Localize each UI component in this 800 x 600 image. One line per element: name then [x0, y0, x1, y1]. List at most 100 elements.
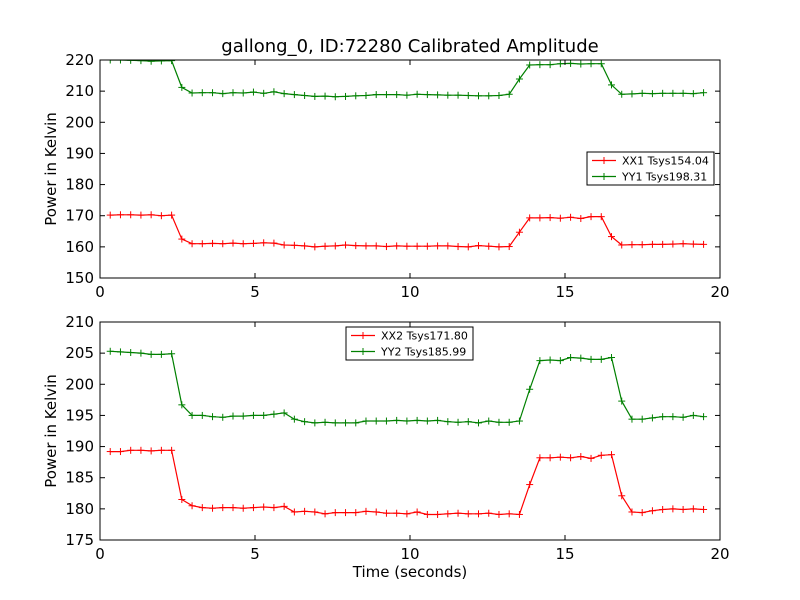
data-point	[495, 510, 503, 518]
data-point	[495, 418, 503, 426]
data-point	[423, 510, 431, 518]
data-point	[546, 214, 554, 222]
data-point	[526, 481, 534, 489]
data-point	[209, 89, 217, 97]
data-point	[679, 505, 687, 513]
data-point	[301, 242, 309, 250]
data-point	[567, 454, 575, 462]
x-tick-label: 0	[95, 283, 105, 301]
data-point	[342, 92, 350, 100]
data-point	[382, 509, 390, 517]
y-tick-label: 200	[65, 375, 94, 393]
legend-box	[586, 151, 715, 186]
data-point	[475, 242, 483, 250]
data-point	[413, 416, 421, 424]
data-point	[454, 418, 462, 426]
data-point	[679, 240, 687, 248]
data-point	[127, 211, 135, 219]
data-point	[260, 503, 268, 511]
data-point	[444, 242, 452, 250]
data-point	[669, 89, 677, 97]
data-point	[219, 504, 227, 512]
data-point	[372, 417, 380, 425]
data-point	[536, 357, 544, 365]
data-point	[546, 454, 554, 462]
data-point	[526, 385, 534, 393]
y-tick-label: 180	[65, 500, 94, 518]
data-point	[608, 354, 615, 362]
series-red	[106, 446, 708, 518]
data-point	[454, 243, 462, 251]
data-point	[505, 243, 513, 251]
x-tick-label: 5	[250, 545, 260, 563]
data-point	[464, 510, 472, 518]
legend-label: YY2 Tsys185.99	[380, 346, 466, 359]
data-point	[434, 91, 442, 99]
data-point	[342, 241, 350, 249]
data-point	[526, 214, 534, 222]
x-tick-label: 10	[400, 545, 419, 563]
data-point	[239, 89, 247, 97]
data-point	[147, 350, 155, 358]
data-point	[280, 90, 288, 98]
data-point	[689, 90, 697, 98]
data-point	[219, 413, 227, 421]
data-point	[209, 504, 217, 512]
data-point	[331, 419, 339, 427]
data-point	[301, 92, 309, 100]
x-tick-label: 15	[555, 545, 574, 563]
y-tick-label: 190	[65, 144, 94, 162]
x-tick-label: 0	[95, 545, 105, 563]
data-point	[495, 92, 503, 100]
data-point	[577, 453, 585, 461]
data-point	[679, 89, 687, 97]
series-green	[106, 60, 708, 101]
data-point	[178, 496, 186, 504]
data-point	[209, 413, 217, 421]
data-point	[342, 419, 350, 427]
data-point	[116, 448, 124, 456]
data-point	[515, 75, 523, 83]
data-point	[106, 448, 114, 456]
data-point	[178, 83, 186, 91]
legend: XX2 Tsys171.80 YY2 Tsys185.99	[345, 326, 474, 361]
data-point	[229, 239, 237, 247]
data-point	[689, 505, 697, 513]
data-point	[608, 233, 615, 241]
y-axis-label: Power in Kelvin	[42, 112, 60, 226]
data-point	[423, 91, 431, 99]
data-point	[372, 242, 380, 250]
data-point	[249, 88, 257, 96]
data-point	[393, 416, 401, 424]
lower-plot: 0 5 10 15 20 175 180 185 190 195 200 205 210 Power in…	[42, 313, 730, 581]
data-point	[515, 510, 523, 518]
data-point	[321, 92, 329, 100]
data-point	[546, 356, 554, 364]
x-tick-label: 20	[710, 545, 729, 563]
data-point	[198, 89, 206, 97]
data-point	[403, 417, 411, 425]
upper-plot: 0 5 10 15 20 150 160 170 180 190 200 210 220 Power in…	[42, 51, 730, 301]
data-point	[464, 92, 472, 100]
data-point	[464, 243, 472, 251]
data-point	[393, 91, 401, 99]
data-point	[229, 504, 237, 512]
data-point	[321, 510, 329, 518]
data-point	[403, 242, 411, 250]
data-point	[679, 413, 687, 421]
data-point	[270, 504, 278, 512]
data-point	[157, 60, 165, 65]
data-point	[372, 91, 380, 99]
data-point	[505, 90, 513, 98]
data-point	[475, 510, 483, 518]
data-point	[270, 239, 278, 247]
data-point	[239, 504, 247, 512]
data-point	[362, 242, 370, 250]
data-point	[188, 240, 196, 248]
data-point	[127, 349, 135, 357]
data-point	[270, 410, 278, 418]
data-point	[628, 508, 636, 516]
data-point	[608, 451, 615, 459]
legend: XX1 Tsys154.04 YY1 Tsys198.31	[586, 151, 715, 186]
